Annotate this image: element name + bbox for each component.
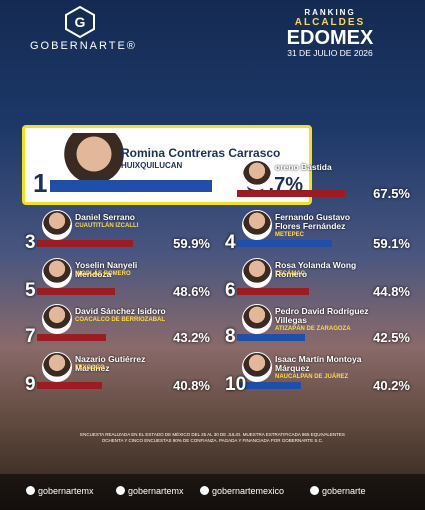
municipality: CUAUTITLÁN IZCALLI: [75, 223, 139, 229]
photo: [242, 304, 272, 334]
social-handle: gobernartemx: [128, 486, 184, 496]
name: oreno Bastida: [275, 162, 332, 172]
photo: [42, 352, 72, 382]
municipality: TECÁMAC: [275, 271, 305, 277]
percent: 59.1%: [373, 236, 410, 251]
municipality: TEXCOCO: [75, 365, 105, 371]
percent: 44.8%: [373, 284, 410, 299]
name: Yoselin Nanyeli Mendoza: [75, 260, 138, 279]
entry: Isaac Martín Montoya Márquez NAUCALPAN DE…: [225, 352, 410, 396]
percent: 67.5%: [373, 186, 410, 201]
photo: [242, 160, 272, 190]
name: Rosa Yolanda Wong Romero: [275, 260, 357, 279]
bar: [37, 240, 133, 247]
name: Nazario Gutiérrez Martínez: [75, 354, 146, 373]
municipality: NAUCALPAN DE JUÁREZ: [275, 374, 349, 380]
bar: [237, 382, 302, 389]
kicker: RANKING: [304, 8, 356, 17]
bar: [50, 180, 213, 192]
highlight-card: 1 Romina Contreras Carrasco HUIXQUILUCAN 67…: [22, 125, 312, 205]
photo: [242, 258, 272, 288]
rank: 4: [225, 232, 236, 253]
footnote: ENCUESTA REALIZADA EN EL ESTADO DE MÉXIC…: [80, 432, 345, 443]
bar: [237, 240, 332, 247]
percent: 43.2%: [173, 330, 210, 345]
entry: Daniel Serrano CUAUTITLÁN IZCALLI 3 59.9%: [25, 210, 210, 254]
social-icon: [116, 486, 125, 495]
social-handle: gobernartemexico: [212, 486, 285, 496]
percent: 59.9%: [173, 236, 210, 251]
name: Daniel Serrano: [75, 212, 135, 222]
entry: Nazario Gutiérrez Martínez TEXCOCO 9 40.8%: [25, 352, 210, 396]
entry: Yoselin Nanyeli Mendoza NICOLÁS ROMERO 5 48…: [25, 258, 210, 302]
title: EDOMEX: [286, 27, 374, 49]
date: 31 DE JULIO DE 2026: [287, 48, 373, 58]
logo-icon: G: [65, 6, 95, 38]
rank: 3: [25, 232, 36, 253]
percent: 40.2%: [373, 378, 410, 393]
photo: [42, 304, 72, 334]
rank: 1: [33, 168, 48, 198]
municipality: NICOLÁS ROMERO: [75, 271, 131, 277]
rank: 8: [225, 326, 236, 347]
rank: 6: [225, 280, 236, 301]
social-icon: [26, 486, 35, 495]
photo: [242, 210, 272, 240]
name: Pedro David Rodríguez Villegas: [275, 306, 369, 325]
bar: [237, 288, 309, 295]
municipality: COACALCO DE BERRIOZABAL: [75, 317, 165, 323]
entry: David Sánchez Isidoro COACALCO DE BERRIOZ…: [25, 304, 210, 348]
rank: 9: [25, 374, 36, 395]
svg-text:G: G: [75, 14, 86, 30]
rank: 5: [25, 280, 36, 301]
entry: Rosa Yolanda Wong Romero TECÁMAC 6 44.8%: [225, 258, 410, 302]
name: Isaac Martín Montoya Márquez: [275, 354, 362, 373]
percent: 48.6%: [173, 284, 210, 299]
social-handle: gobernartemx: [38, 486, 94, 496]
bar: [237, 190, 345, 197]
bar: [37, 334, 107, 341]
entry: Pedro David Rodríguez Villegas ATIZAPÁN D…: [225, 304, 410, 348]
entry: oreno Bastida 67.5%: [225, 160, 410, 204]
footer-bar: [0, 474, 425, 510]
percent: 40.8%: [173, 378, 210, 393]
rank: 7: [25, 326, 36, 347]
name: Fernando Gustavo Flores Fernández: [275, 212, 351, 231]
name: David Sánchez Isidoro: [75, 306, 166, 316]
social-handle: gobernarte: [322, 486, 366, 496]
municipality: ATIZAPÁN DE ZARAGOZA: [275, 326, 351, 332]
percent: 42.5%: [373, 330, 410, 345]
subtitle: ALCALDES: [294, 17, 366, 28]
bar: [37, 382, 103, 389]
entry: Fernando Gustavo Flores Fernández METEPEC…: [225, 210, 410, 254]
rank: 10: [225, 374, 247, 395]
municipality: HUIXQUILUCAN: [121, 161, 183, 170]
bar: [237, 334, 305, 341]
municipality: METEPEC: [275, 232, 305, 238]
photo: [42, 258, 72, 288]
bar: [37, 288, 115, 295]
social-icon: [310, 486, 319, 495]
name: Romina Contreras Carrasco: [121, 146, 281, 160]
photo: [42, 210, 72, 240]
social-icon: [200, 486, 209, 495]
brand: GOBERNARTE®: [30, 40, 137, 52]
photo: [242, 352, 272, 382]
